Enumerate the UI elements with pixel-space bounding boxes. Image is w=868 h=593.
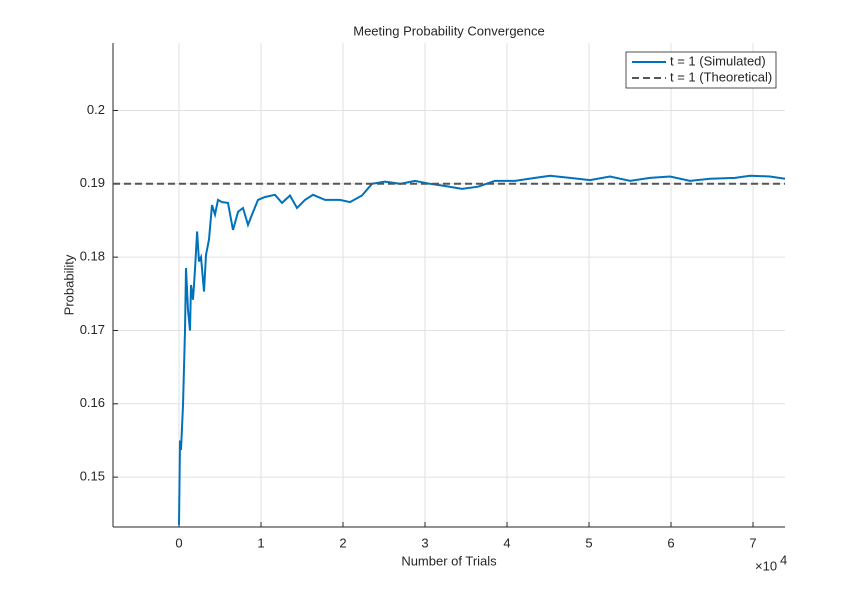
x-tick-label: 5 xyxy=(585,535,592,550)
y-tick-label: 0.15 xyxy=(80,469,105,484)
x-tick-label: 7 xyxy=(749,535,756,550)
x-scale-exponent: 4 xyxy=(780,552,787,567)
x-tick-label: 2 xyxy=(339,535,346,550)
chart-title: Meeting Probability Convergence xyxy=(353,23,545,38)
series-line xyxy=(178,174,786,525)
y-tick-label: 0.2 xyxy=(87,102,105,117)
x-tick-label: 1 xyxy=(257,535,264,550)
x-axis-label: Number of Trials xyxy=(401,553,497,568)
legend-box xyxy=(625,51,777,89)
x-tick-label: 3 xyxy=(421,535,428,550)
legend-label: t = 1 (Simulated) xyxy=(670,53,766,68)
y-tick-label: 0.18 xyxy=(80,249,105,264)
x-tick-label: 0 xyxy=(175,535,182,550)
y-tick-label: 0.19 xyxy=(80,175,105,190)
x-tick-label: 6 xyxy=(667,535,674,550)
y-axis-label: Probability xyxy=(61,254,76,315)
y-tick-label: 0.17 xyxy=(80,322,105,337)
x-tick-label: 4 xyxy=(503,535,510,550)
legend-label: t = 1 (Theoretical) xyxy=(670,69,772,84)
y-tick-label: 0.16 xyxy=(80,395,105,410)
x-scale-base: ×10 xyxy=(755,558,777,573)
